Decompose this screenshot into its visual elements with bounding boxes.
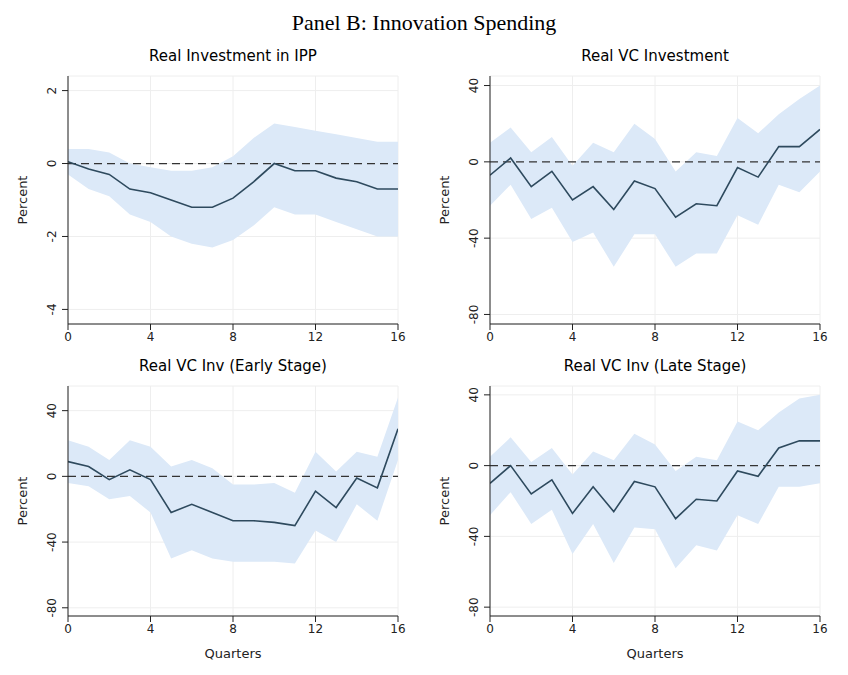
svg-text:-40: -40 — [467, 228, 481, 248]
svg-text:-4: -4 — [45, 303, 59, 315]
html-text:Real VC Inv (Early Stage): Real VC Inv (Early Stage) — [139, 357, 327, 375]
html-text:Panel B: Innovation Spending: Panel B: Innovation Spending — [291, 10, 557, 35]
svg-text:12: 12 — [308, 622, 323, 636]
svg-text:-40: -40 — [45, 532, 59, 552]
svg-text:Quarters: Quarters — [205, 646, 262, 661]
svg-text:0: 0 — [467, 158, 481, 166]
svg-text:-40: -40 — [467, 527, 481, 547]
html-text:Real Investment in IPP: Real Investment in IPP — [149, 47, 317, 65]
svg-text:16: 16 — [390, 330, 405, 344]
svg-text:12: 12 — [730, 622, 745, 636]
svg-text:0: 0 — [467, 462, 481, 470]
svg-text:4: 4 — [569, 622, 577, 636]
svg-text:-80: -80 — [467, 305, 481, 325]
svg-text:8: 8 — [229, 622, 237, 636]
svg-text:12: 12 — [308, 330, 323, 344]
svg-text:8: 8 — [651, 622, 659, 636]
svg-text:0: 0 — [486, 330, 494, 344]
svg-text:-80: -80 — [467, 597, 481, 617]
svg-text:Quarters: Quarters — [627, 646, 684, 661]
svg-text:16: 16 — [812, 330, 827, 344]
svg-text:12: 12 — [730, 330, 745, 344]
svg-text:-2: -2 — [45, 230, 59, 242]
svg-text:4: 4 — [147, 622, 155, 636]
html-text:Real VC Investment: Real VC Investment — [581, 47, 729, 65]
svg-text:40: 40 — [467, 387, 481, 402]
svg-text:16: 16 — [390, 622, 405, 636]
svg-text:8: 8 — [651, 330, 659, 344]
svg-text:0: 0 — [486, 622, 494, 636]
svg-text:40: 40 — [45, 403, 59, 418]
svg-text:0: 0 — [45, 160, 59, 168]
svg-text:Percent: Percent — [15, 176, 30, 225]
svg-text:40: 40 — [467, 78, 481, 93]
svg-text:-80: -80 — [45, 598, 59, 618]
svg-text:4: 4 — [147, 330, 155, 344]
svg-text:8: 8 — [229, 330, 237, 344]
svg-text:0: 0 — [64, 622, 72, 636]
svg-text:16: 16 — [812, 622, 827, 636]
svg-text:0: 0 — [64, 330, 72, 344]
svg-text:4: 4 — [569, 330, 577, 344]
svg-text:Percent: Percent — [437, 176, 452, 225]
svg-text:2: 2 — [45, 87, 59, 95]
svg-text:Percent: Percent — [437, 477, 452, 526]
svg-text:0: 0 — [45, 473, 59, 481]
svg-text:Percent: Percent — [15, 477, 30, 526]
html-text:Real VC Inv (Late Stage): Real VC Inv (Late Stage) — [563, 357, 747, 375]
